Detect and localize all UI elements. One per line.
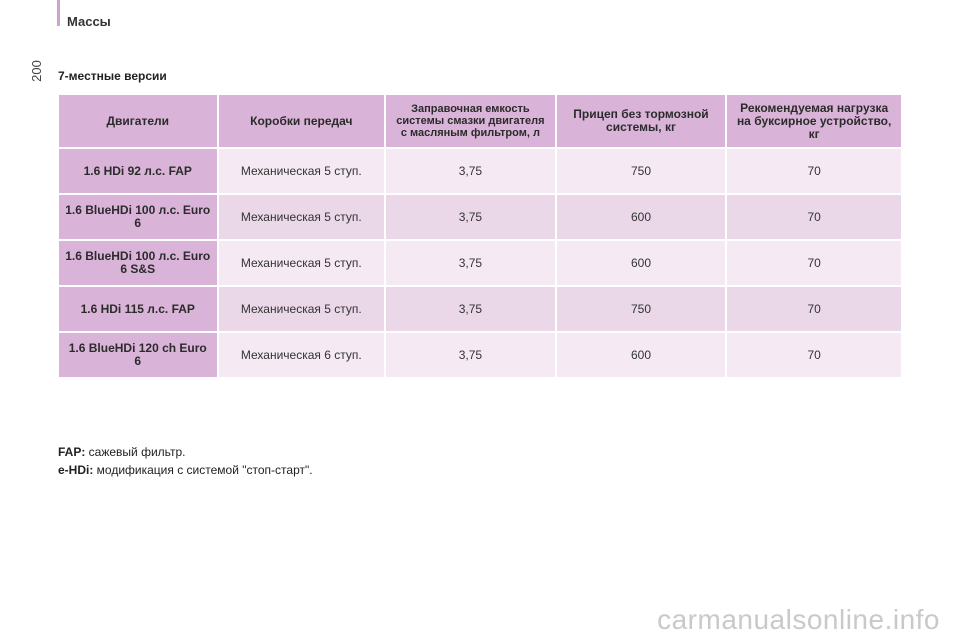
table-row: 1.6 BlueHDi 100 л.с. Euro 6 Механическая… xyxy=(59,195,901,239)
gearbox-cell: Механическая 5 ступ. xyxy=(218,195,385,239)
engine-cell: 1.6 BlueHDi 100 л.с. Euro 6 S&S xyxy=(59,241,217,285)
trailer-cell: 750 xyxy=(556,287,726,331)
oil-cell: 3,75 xyxy=(386,287,555,331)
oil-cell: 3,75 xyxy=(386,241,555,285)
engine-cell: 1.6 HDi 115 л.с. FAP xyxy=(59,287,217,331)
towbar-cell: 70 xyxy=(727,149,901,193)
table-row: 1.6 BlueHDi 100 л.с. Euro 6 S&S Механиче… xyxy=(59,241,901,285)
footnote-term: FAP: xyxy=(58,445,86,459)
footnotes: FAP: сажевый фильтр. e-HDi: модификация … xyxy=(58,443,313,479)
section-accent-rule xyxy=(57,0,60,26)
col-header-trailer: Прицеп без тормозной системы, кг xyxy=(556,95,726,147)
gearbox-cell: Механическая 5 ступ. xyxy=(218,241,385,285)
col-header-engine: Двигатели xyxy=(59,95,217,147)
page-number: 200 xyxy=(29,60,44,82)
trailer-cell: 600 xyxy=(556,195,726,239)
engine-cell: 1.6 BlueHDi 100 л.с. Euro 6 xyxy=(59,195,217,239)
footnote-text: модификация с системой "стоп-старт". xyxy=(93,463,313,477)
gearbox-cell: Механическая 6 ступ. xyxy=(218,333,385,377)
trailer-cell: 600 xyxy=(556,333,726,377)
trailer-cell: 600 xyxy=(556,241,726,285)
section-title: Массы xyxy=(67,14,111,29)
footnote-term: e-HDi: xyxy=(58,463,94,477)
gearbox-cell: Механическая 5 ступ. xyxy=(218,149,385,193)
engine-cell: 1.6 BlueHDi 120 ch Euro 6 xyxy=(59,333,217,377)
towbar-cell: 70 xyxy=(727,333,901,377)
table-row: 1.6 HDi 115 л.с. FAP Механическая 5 ступ… xyxy=(59,287,901,331)
table-row: 1.6 BlueHDi 120 ch Euro 6 Механическая 6… xyxy=(59,333,901,377)
towbar-cell: 70 xyxy=(727,287,901,331)
towbar-cell: 70 xyxy=(727,195,901,239)
table-header-row: Двигатели Коробки передач Заправочная ем… xyxy=(59,95,901,147)
trailer-cell: 750 xyxy=(556,149,726,193)
table-row: 1.6 HDi 92 л.с. FAP Механическая 5 ступ.… xyxy=(59,149,901,193)
oil-cell: 3,75 xyxy=(386,149,555,193)
engine-cell: 1.6 HDi 92 л.с. FAP xyxy=(59,149,217,193)
col-header-gearbox: Коробки передач xyxy=(218,95,385,147)
oil-cell: 3,75 xyxy=(386,333,555,377)
towbar-cell: 70 xyxy=(727,241,901,285)
col-header-oil-capacity: Заправочная емкость системы смазки двига… xyxy=(386,95,555,147)
footnote-text: сажевый фильтр. xyxy=(85,445,186,459)
footnote-ehdi: e-HDi: модификация с системой "стоп-стар… xyxy=(58,461,313,479)
footnote-fap: FAP: сажевый фильтр. xyxy=(58,443,313,461)
oil-cell: 3,75 xyxy=(386,195,555,239)
watermark: carmanualsonline.info xyxy=(657,604,940,635)
mass-spec-table: Двигатели Коробки передач Заправочная ем… xyxy=(57,93,903,379)
gearbox-cell: Механическая 5 ступ. xyxy=(218,287,385,331)
col-header-towbar-load: Рекомендуемая нагрузка на буксирное устр… xyxy=(727,95,901,147)
table-subtitle: 7-местные версии xyxy=(58,69,167,83)
